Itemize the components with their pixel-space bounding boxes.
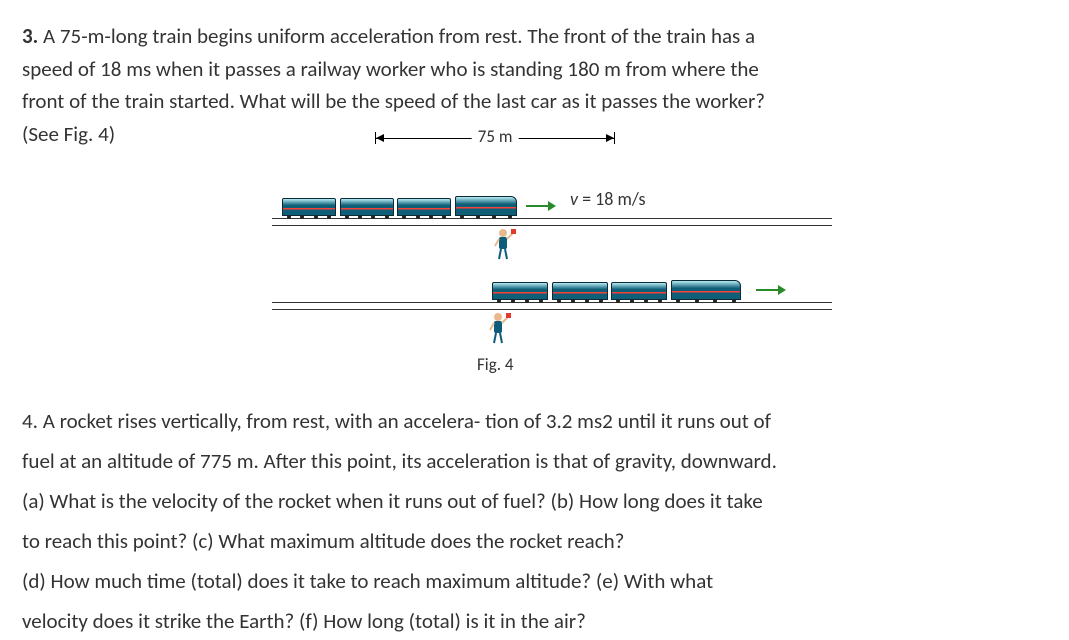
train-initial [282,196,522,216]
problem-3: 3. A 75-m-long train begins uniform acce… [22,20,1047,150]
train-car [492,282,548,300]
q3-text-1: A 75-m-long train begins uniform acceler… [38,23,755,49]
q4-text-2: fuel at an altitude of 775 m. After this… [22,442,1047,482]
q3-text-2: speed of 18 ms when it passes a railway … [22,53,1047,86]
worker-icon [494,228,516,260]
rails-2 [272,302,832,310]
train-final [492,280,752,300]
q4-text-1: A rocket rises vertically, from rest, wi… [38,408,771,434]
train-locomotive [671,280,741,300]
train-car [397,198,451,216]
rails-1 [272,218,832,226]
railway-worker-2 [489,312,511,344]
train-car [282,198,336,216]
velocity-var: v [570,188,578,210]
train-car [552,282,608,300]
q3-text-3: front of the train started. What will be… [22,85,1047,118]
dimension-75m: 75 m [375,128,615,150]
velocity-label: v = 18 m/s [570,188,645,210]
train-locomotive [455,196,517,216]
motion-arrow-icon [756,289,784,291]
train-car [611,282,667,300]
see-fig-label: (See Fig. 4) [22,118,115,151]
train-car [340,198,394,216]
dimension-arrow-right-icon [606,134,614,142]
q4-number: 4. [22,408,38,434]
q4-text-3: (a) What is the velocity of the rocket w… [22,482,1047,522]
see-fig-row: (See Fig. 4) 75 m [22,118,1047,151]
q3-number: 3. [22,23,38,49]
figure-caption: Fig. 4 [477,354,513,375]
q4-text-4: to reach this point? (c) What maximum al… [22,522,1047,562]
problem-3-line1: 3. A 75-m-long train begins uniform acce… [22,20,1047,53]
problem-4: 4. A rocket rises vertically, from rest,… [22,402,1047,640]
worker-icon [489,312,511,344]
motion-arrow-icon [526,205,554,207]
dimension-arrow-left-icon [376,134,384,142]
q4-text-5: (d) How much time (total) does it take t… [22,562,1047,602]
problem-4-line1: 4. A rocket rises vertically, from rest,… [22,402,1047,442]
q4-text-6: velocity does it strike the Earth? (f) H… [22,602,1047,640]
velocity-value: = 18 m/s [578,188,645,210]
dimension-tick-right [614,132,615,144]
dimension-label: 75 m [472,124,519,150]
railway-worker-1 [494,228,516,260]
figure-4: v = 18 m/s [22,162,1047,402]
